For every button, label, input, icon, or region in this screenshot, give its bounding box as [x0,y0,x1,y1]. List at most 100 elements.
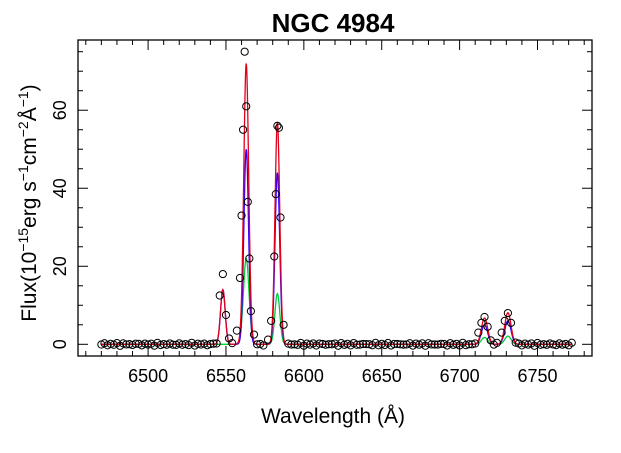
observed-point [506,318,516,327]
observed-point [193,339,203,348]
observed-point [436,339,446,348]
observed-point [206,339,215,349]
observed-point [224,334,234,343]
y-axis-title-mid2: cm [18,137,41,165]
y-axis-title-exp3: −2 [15,121,31,137]
y-axis-title-mid3: Å [18,107,41,121]
total-fit-line [101,63,572,345]
narrow-component-line [101,149,572,345]
observed-point [483,322,492,331]
observed-point [545,339,555,348]
observed-point [461,341,470,350]
observed-point [497,328,506,337]
observed-point [178,340,187,349]
observed-point [558,340,567,349]
observed-point [567,338,576,347]
observed-point [242,102,251,111]
observed-point [235,273,245,283]
observed-point [324,340,333,349]
plot-area: 6500 6550 6600 6650 6700 6750 0 20 40 60 [50,39,593,386]
observed-point [318,339,327,349]
y-tick-label: 40 [50,178,70,198]
observed-point [480,312,489,322]
observed-point [273,121,282,130]
observed-point [396,340,405,349]
observed-point [249,330,259,339]
observed-point [492,338,502,347]
observed-point [315,339,324,348]
broad-component-line [101,256,572,345]
x-tick-label: 6550 [206,366,246,386]
y-axis-title-mid1: erg s [18,181,41,228]
observed-point [243,197,252,207]
y-tick-label: 0 [50,339,70,349]
observed-point [464,340,474,349]
observed-point [358,339,368,349]
observed-point [327,340,336,349]
observed-point [393,339,402,349]
y-axis-title-suffix: ) [18,84,41,91]
y-tick-label: 20 [50,256,70,276]
observed-point [168,340,178,349]
observed-point [159,340,168,349]
observed-point [212,339,221,348]
observed-point [520,339,530,348]
observed-point [270,252,279,261]
observed-point [143,340,153,349]
observed-point [390,339,399,349]
observed-point [471,339,480,348]
observed-point [433,340,442,349]
observed-point [474,328,483,337]
plot-frame [77,39,593,357]
observed-point [215,291,224,300]
observed-point [232,326,241,335]
x-axis-title: Wavelength (Å) [261,405,405,428]
observed-point [106,339,115,348]
chart-title: NGC 4984 [272,8,395,38]
observed-point [156,340,165,350]
observed-point [399,340,408,349]
observed-point [122,340,131,349]
y-axis-title: Flux(10−15erg s−1cm−2Å−1) [15,84,41,321]
x-tick-label: 6600 [284,366,324,386]
observed-point [276,213,285,222]
observed-point [218,269,227,279]
observed-point [427,340,436,349]
x-tick-label: 6750 [517,366,557,386]
observed-point [274,123,284,132]
observed-point [209,339,218,348]
observed-point [290,340,299,349]
y-axis-title-exp2: −1 [15,165,31,181]
observed-point [245,254,254,263]
observed-point [271,189,280,199]
observed-point [263,335,273,344]
observed-point [239,125,248,134]
observed-point [362,339,371,349]
observed-point [503,308,512,318]
observed-point [284,339,293,348]
x-tick-label: 6650 [362,366,402,386]
observed-point [246,307,255,316]
observed-point [430,340,439,349]
observed-point [259,341,268,350]
observed-point [539,340,548,349]
observed-point [237,211,246,220]
observed-point [536,340,545,349]
observed-point [467,340,477,349]
observed-point [253,340,262,349]
observed-point [352,340,361,349]
observed-point [321,340,330,349]
x-tick-label: 6500 [128,366,168,386]
observed-point [221,310,231,320]
observed-point [131,339,140,348]
y-axis-title-prefix: Flux(10 [18,252,41,322]
x-tick-label: 6700 [440,366,480,386]
y-tick-label: 60 [50,100,70,120]
observed-point [125,340,134,349]
observed-point [279,320,288,329]
observed-point [287,340,296,349]
y-axis-title-exp4: −1 [15,91,31,107]
observed-point [196,340,206,349]
